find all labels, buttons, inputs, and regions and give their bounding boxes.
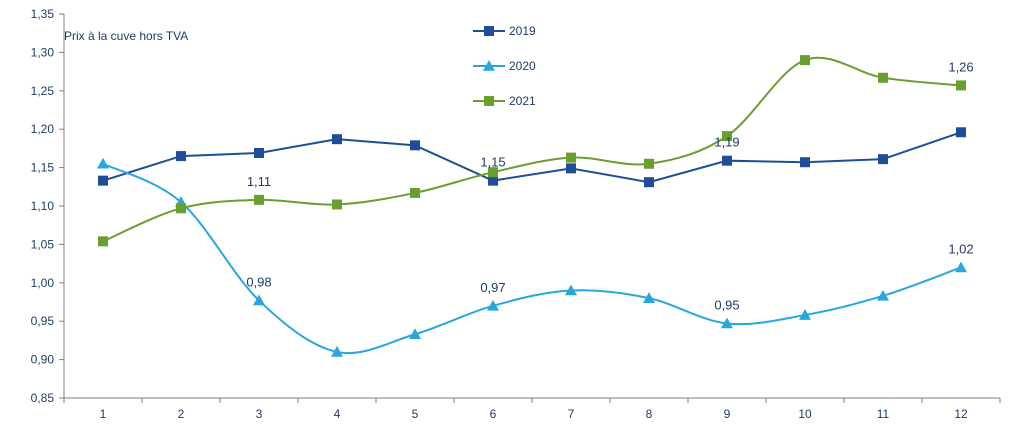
series-line-2020 [102, 162, 962, 355]
legend-label: 2019 [509, 24, 536, 38]
data-point-2019 [722, 155, 732, 166]
data-point-2019 [800, 157, 810, 168]
x-tick-label: 1 [100, 407, 107, 421]
legend-label: 2021 [509, 94, 536, 108]
y-tick-label: 1,20 [31, 122, 55, 136]
legend-label: 2020 [509, 59, 536, 73]
y-tick-label: 1,05 [31, 237, 55, 251]
data-label-2021: 1,11 [247, 174, 271, 189]
data-point-2021 [722, 131, 732, 142]
x-tick-label: 7 [568, 407, 575, 421]
data-label-2020: 0,98 [246, 274, 271, 289]
data-point-2021 [878, 72, 888, 83]
y-tick-label: 0,90 [31, 353, 55, 367]
series-line-2021 [102, 56, 962, 243]
data-label-2020: 0,97 [480, 280, 505, 295]
data-point-2019 [566, 163, 576, 174]
data-point-2020 [877, 289, 889, 301]
y-tick-label: 1,35 [31, 7, 55, 21]
series-layer [97, 55, 967, 357]
x-tick-label: 2 [178, 407, 185, 421]
data-point-2021 [332, 199, 342, 210]
legend-item-2019: 2019 [473, 24, 536, 38]
data-point-2021 [176, 203, 186, 214]
data-point-2021 [488, 167, 498, 178]
data-point-2020 [955, 261, 967, 273]
data-point-2021 [800, 55, 810, 66]
y-tick-label: 1,10 [31, 199, 55, 213]
legend: 2019 2020 2021 [473, 24, 536, 108]
data-point-2021 [98, 236, 108, 247]
x-tick-label: 8 [646, 407, 653, 421]
y-tick-label: 1,15 [31, 161, 55, 175]
data-label-2019: 1,19 [714, 135, 739, 150]
data-point-2020 [799, 309, 811, 320]
data-point-2020 [643, 292, 655, 303]
legend-marker [483, 60, 495, 71]
data-label-2019: 1,15 [480, 155, 505, 170]
data-point-2021 [410, 187, 420, 198]
series-2019 [98, 127, 966, 188]
series-2020 [97, 157, 967, 357]
data-point-2020 [409, 328, 421, 340]
legend-item-2020: 2020 [473, 59, 536, 73]
data-label-2020: 1,02 [948, 241, 973, 256]
y-tick-label: 1,30 [31, 45, 55, 59]
x-tick-label: 12 [954, 407, 968, 421]
x-tick-label: 3 [256, 407, 263, 421]
data-point-2020 [331, 345, 343, 357]
x-tick-label: 10 [798, 407, 812, 421]
data-point-2020 [487, 299, 499, 311]
data-point-2019 [410, 140, 420, 151]
data-labels-layer: 1,15 1,19 0,98 0,97 0,95 1,02 1,11 1,26 [246, 59, 973, 312]
y-tick-label: 1,00 [31, 276, 55, 290]
series-line-2019 [102, 131, 962, 184]
data-label-2021: 1,26 [948, 59, 973, 74]
x-tick-label: 6 [490, 407, 497, 421]
data-point-2021 [956, 80, 966, 91]
data-point-2021 [566, 152, 576, 163]
series-2021 [98, 55, 966, 247]
unit-label: Prix à la cuve hors TVA [64, 29, 188, 43]
data-point-2019 [488, 175, 498, 186]
data-point-2019 [332, 134, 342, 145]
data-point-2019 [878, 154, 888, 165]
legend-item-2021: 2021 [473, 94, 536, 108]
y-tick-label: 0,85 [31, 391, 55, 405]
data-point-2020 [565, 284, 577, 296]
y-tick-label: 0,95 [31, 314, 55, 328]
data-point-2019 [176, 151, 186, 162]
axes-layer: 0,85 0,90 0,95 1,00 1,05 1,10 1,15 1,20 1,25 1,30… [31, 7, 1001, 421]
data-point-2021 [644, 158, 654, 169]
x-tick-label: 4 [334, 407, 341, 421]
legend-marker [484, 26, 494, 36]
data-point-2019 [956, 127, 966, 138]
x-tick-label: 5 [412, 407, 419, 421]
x-tick-label: 9 [724, 407, 731, 421]
data-point-2020 [721, 317, 733, 329]
data-point-2020 [97, 157, 109, 169]
data-point-2021 [254, 194, 264, 205]
y-tick-label: 1,25 [31, 84, 55, 98]
legend-marker [484, 96, 494, 106]
data-point-2019 [644, 177, 654, 188]
data-point-2020 [253, 294, 265, 306]
data-point-2019 [254, 148, 264, 159]
data-point-2019 [98, 175, 108, 186]
x-tick-label: 11 [877, 407, 890, 421]
data-label-2020: 0,95 [714, 298, 739, 313]
